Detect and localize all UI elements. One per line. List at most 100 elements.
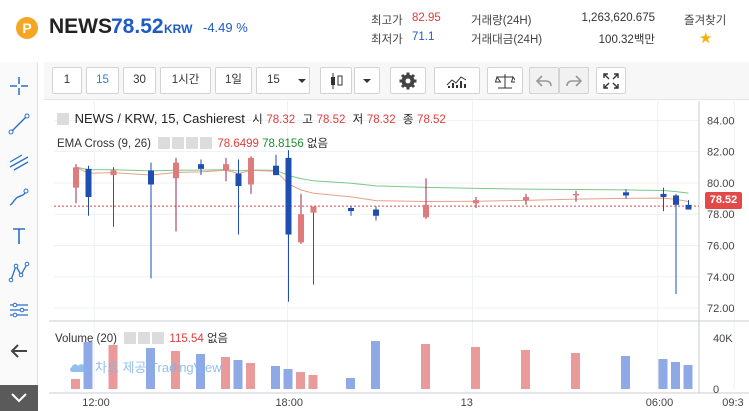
candle-body xyxy=(310,206,317,213)
legend-open-label: 시 xyxy=(252,114,263,126)
price-tick-label: 74.00 xyxy=(707,272,735,284)
volume-bar xyxy=(346,378,355,389)
interval-1d-button[interactable]: 1일 xyxy=(215,67,252,94)
exchange-logo: P xyxy=(16,17,38,39)
candle-body xyxy=(473,200,479,204)
price-tick-label: 84.00 xyxy=(707,115,735,127)
volume-bar xyxy=(221,357,230,389)
star-icon[interactable]: ★ xyxy=(699,30,713,47)
interval-select[interactable]: 15 xyxy=(256,67,310,94)
interval-1-button[interactable]: 1 xyxy=(52,67,82,94)
indicators-icon[interactable] xyxy=(434,67,480,94)
candle-body xyxy=(660,193,667,198)
last-price-tag: 78.52 xyxy=(705,192,742,209)
candle-body xyxy=(73,167,79,188)
compare-icon[interactable] xyxy=(487,67,523,94)
candle-body xyxy=(248,157,254,185)
volume-tick-label: 40K xyxy=(713,333,733,345)
volume-bar xyxy=(683,365,693,389)
ema-fast-line xyxy=(75,166,689,202)
volume-bar xyxy=(108,345,118,389)
candles-icon[interactable] xyxy=(320,67,352,94)
volume-bar xyxy=(421,344,430,389)
ema-name: EMA Cross (9, 26) xyxy=(57,138,151,150)
amount-label: 거래대금(24H) xyxy=(471,34,543,46)
symbol-legend: NEWS / KRW, 15, Cashierest 시 78.32 고 78.… xyxy=(57,111,446,127)
ticker-header: P NEWS 78.52 KRW -4.49 % 최고가 82.95 최저가 7… xyxy=(0,0,749,58)
time-tick-label: 12:00 xyxy=(82,397,110,409)
candle-body xyxy=(623,192,629,196)
volume-label: 거래량(24H) xyxy=(471,15,532,27)
more-icon[interactable] xyxy=(200,137,213,149)
volume-bar xyxy=(233,360,243,389)
price-tick-label: 76.00 xyxy=(707,240,735,252)
candle-body xyxy=(285,157,292,235)
volume-bar xyxy=(83,342,93,389)
collapse-icon[interactable] xyxy=(0,385,38,411)
trend-line-icon[interactable] xyxy=(7,112,31,136)
brush-icon[interactable] xyxy=(7,186,31,210)
back-arrow-icon[interactable] xyxy=(7,339,31,363)
legend-low-value: 78.32 xyxy=(366,114,396,126)
eye-icon[interactable] xyxy=(124,332,137,344)
fib-icon[interactable] xyxy=(7,149,31,173)
price-tick-label: 80.00 xyxy=(707,178,735,190)
close-icon[interactable] xyxy=(152,332,165,344)
candle-body xyxy=(235,173,242,187)
high-label: 최고가 xyxy=(371,15,403,27)
legend-low-label: 저 xyxy=(352,114,364,126)
interval-1h-button[interactable]: 1시간 xyxy=(160,67,211,94)
interval-30-button[interactable]: 30 xyxy=(123,67,156,94)
candle-body xyxy=(348,207,354,212)
volume-bar xyxy=(196,354,205,389)
volume-bar xyxy=(471,347,480,389)
candle-body xyxy=(110,170,117,176)
volume-bar xyxy=(283,369,293,389)
chevron-down-icon xyxy=(298,78,306,83)
fullscreen-icon[interactable] xyxy=(596,67,626,94)
chart-canvas[interactable]: 84.00 82.00 80.00 78.00 76.00 74.00 72.00 40K 0 1… xyxy=(49,101,749,411)
crosshair-icon[interactable] xyxy=(7,74,31,98)
settings-icon[interactable] xyxy=(138,332,151,344)
redo-icon[interactable] xyxy=(559,67,589,94)
high-value: 82.95 xyxy=(412,12,441,24)
volume-bar xyxy=(296,372,305,389)
tradingview-watermark: 차트 제공 TradingView xyxy=(69,357,222,376)
candle-body xyxy=(173,162,179,179)
price-tick-label: 82.00 xyxy=(707,147,735,159)
favorite-label[interactable]: 즐겨찾기 xyxy=(684,15,727,27)
candle-body xyxy=(673,195,679,205)
price-chart[interactable]: 84.00 82.00 80.00 78.00 76.00 74.00 72.00 40K 0 1… xyxy=(49,101,749,411)
legend-title: NEWS / KRW, 15, Cashierest xyxy=(74,111,245,126)
gear-icon[interactable] xyxy=(390,67,426,94)
volume-value: 1,263,620.675 xyxy=(581,12,655,24)
volume-bar xyxy=(621,356,630,389)
pattern-icon[interactable] xyxy=(7,260,31,284)
interval-15-button[interactable]: 15 xyxy=(86,67,119,94)
volume-bar xyxy=(521,350,530,389)
volume-tick-label: 0 xyxy=(713,384,719,396)
text-icon[interactable] xyxy=(7,224,31,248)
close-icon[interactable] xyxy=(186,137,199,149)
chevron-down-icon[interactable] xyxy=(354,67,380,94)
legend-open-value: 78.32 xyxy=(266,114,296,126)
currency-label: KRW xyxy=(164,22,193,36)
drawing-toolbar xyxy=(0,62,38,411)
undo-icon[interactable] xyxy=(529,67,559,94)
volume-bar xyxy=(171,351,180,389)
volume-bar xyxy=(71,379,80,389)
measure-icon[interactable] xyxy=(7,298,31,322)
price-tick-label: 72.00 xyxy=(707,303,735,315)
eye-icon[interactable] xyxy=(158,137,171,149)
settings-icon[interactable] xyxy=(172,137,185,149)
candle-body xyxy=(198,164,204,169)
amount-value: 100.32백만 xyxy=(598,34,655,46)
candle-body xyxy=(148,170,154,185)
price-change: -4.49 % xyxy=(203,20,248,35)
legend-close-value: 78.52 xyxy=(417,114,446,126)
low-value: 71.1 xyxy=(412,31,435,43)
volume-value: 115.54 xyxy=(169,333,204,345)
ema-slow-line xyxy=(75,166,689,194)
collapse-legend-icon[interactable] xyxy=(57,113,69,125)
ema-legend: EMA Cross (9, 26) 78.6499 78.8156 없음 xyxy=(57,135,328,151)
